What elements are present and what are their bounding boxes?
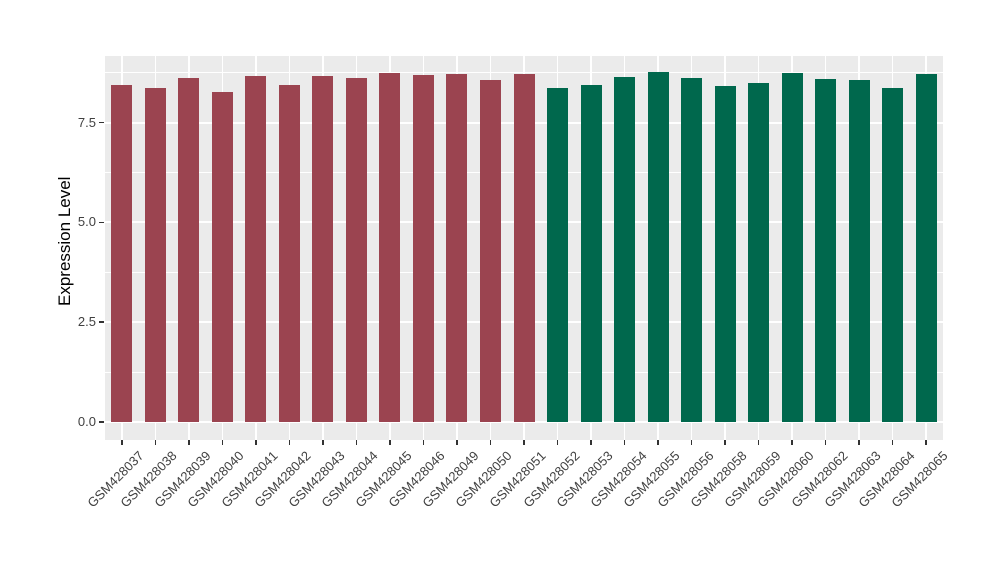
bar-GSM428055: [647, 72, 669, 423]
x-tick: [121, 440, 123, 445]
y-tick: [99, 221, 104, 224]
bar-GSM428044: [345, 77, 367, 423]
y-axis-title: Expression Level: [55, 176, 74, 306]
x-tick: [489, 440, 492, 445]
x-tick: [925, 440, 927, 445]
x-tick: [556, 440, 559, 445]
x-tick: [154, 440, 157, 445]
x-tick: [288, 440, 291, 445]
bar-GSM428065: [915, 73, 937, 423]
bar-GSM428041: [245, 75, 267, 423]
bar-GSM428042: [278, 84, 300, 423]
bar-GSM428063: [848, 79, 870, 423]
x-tick: [657, 440, 659, 445]
y-tick: [99, 321, 104, 323]
bar-GSM428056: [681, 78, 703, 423]
x-tick: [355, 440, 358, 445]
x-tick: [858, 440, 860, 445]
x-tick: [422, 440, 425, 445]
bar-GSM428064: [882, 88, 904, 423]
bar-GSM428058: [714, 86, 736, 423]
bar-GSM428059: [748, 82, 770, 423]
x-tick: [322, 440, 324, 445]
y-tick-label: 5.0: [77, 214, 96, 230]
x-tick: [724, 440, 726, 445]
bar-GSM428054: [614, 76, 636, 423]
bar-GSM428050: [479, 79, 501, 423]
bar-GSM428043: [312, 76, 334, 423]
bar-GSM428046: [412, 74, 434, 423]
x-tick: [590, 440, 592, 445]
bar-GSM428053: [580, 85, 602, 423]
bar-GSM428039: [178, 77, 200, 423]
y-tick-label: 7.5: [77, 114, 96, 130]
x-tick: [188, 440, 190, 445]
y-tick: [99, 421, 104, 423]
y-tick: [99, 121, 104, 124]
x-tick: [456, 440, 458, 445]
bar-GSM428052: [547, 88, 569, 423]
bar-GSM428045: [379, 73, 401, 423]
bar-GSM428038: [144, 88, 166, 423]
bar-GSM428049: [446, 74, 468, 423]
x-tick: [791, 440, 793, 445]
bar-GSM428051: [513, 73, 535, 423]
x-tick: [757, 440, 760, 445]
bar-GSM428037: [111, 84, 133, 423]
y-tick-label: 0.0: [77, 414, 96, 430]
x-tick: [389, 440, 391, 445]
x-tick: [523, 440, 525, 445]
plot-panel: [105, 56, 943, 440]
x-tick: [690, 440, 693, 445]
y-tick-label: 2.5: [77, 314, 96, 330]
bar-GSM428040: [211, 92, 233, 423]
bar-GSM428062: [815, 79, 837, 423]
x-tick: [824, 440, 827, 445]
x-tick: [221, 440, 224, 445]
x-tick: [255, 440, 257, 445]
x-tick: [891, 440, 894, 445]
bar-GSM428060: [781, 73, 803, 423]
x-tick: [623, 440, 626, 445]
